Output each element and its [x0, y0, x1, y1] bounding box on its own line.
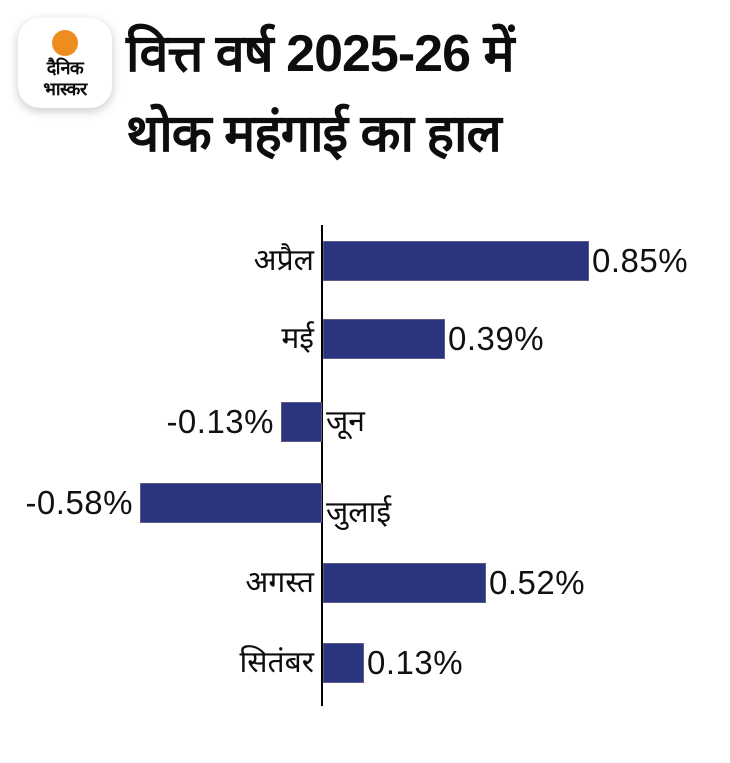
sun-dot-icon	[52, 30, 78, 56]
category-label: जून	[326, 405, 365, 438]
logo-text-line2: भास्कर	[43, 79, 87, 99]
page-title: वित्त वर्ष 2025-26 में थोक महंगाई का हाल	[126, 14, 515, 174]
y-axis-line	[321, 225, 323, 706]
logo-text: दैनिक भास्कर	[18, 58, 112, 100]
page-title-line1: वित्त वर्ष 2025-26 में	[126, 25, 515, 83]
bar	[281, 402, 322, 442]
value-label: -0.58%	[25, 484, 133, 521]
logo-text-line1: दैनिक	[46, 58, 84, 78]
bar	[140, 483, 322, 523]
bar	[323, 241, 589, 281]
value-label: 0.39%	[448, 320, 545, 357]
category-label: अप्रैल	[253, 244, 314, 277]
value-label: -0.13%	[166, 403, 274, 440]
value-label: 0.13%	[367, 644, 464, 681]
category-label: जुलाई	[326, 496, 392, 529]
bar	[323, 643, 364, 683]
value-label: 0.52%	[489, 564, 586, 601]
category-label: अगस्त	[245, 566, 314, 599]
category-label: मई	[281, 322, 314, 355]
bar	[323, 563, 486, 603]
bar	[323, 319, 445, 359]
page-title-line2: थोक महंगाई का हाल	[126, 105, 502, 163]
value-label: 0.85%	[592, 242, 689, 279]
dainik-bhaskar-logo: दैनिक भास्कर	[18, 18, 112, 108]
category-label: सितंबर	[239, 646, 314, 679]
